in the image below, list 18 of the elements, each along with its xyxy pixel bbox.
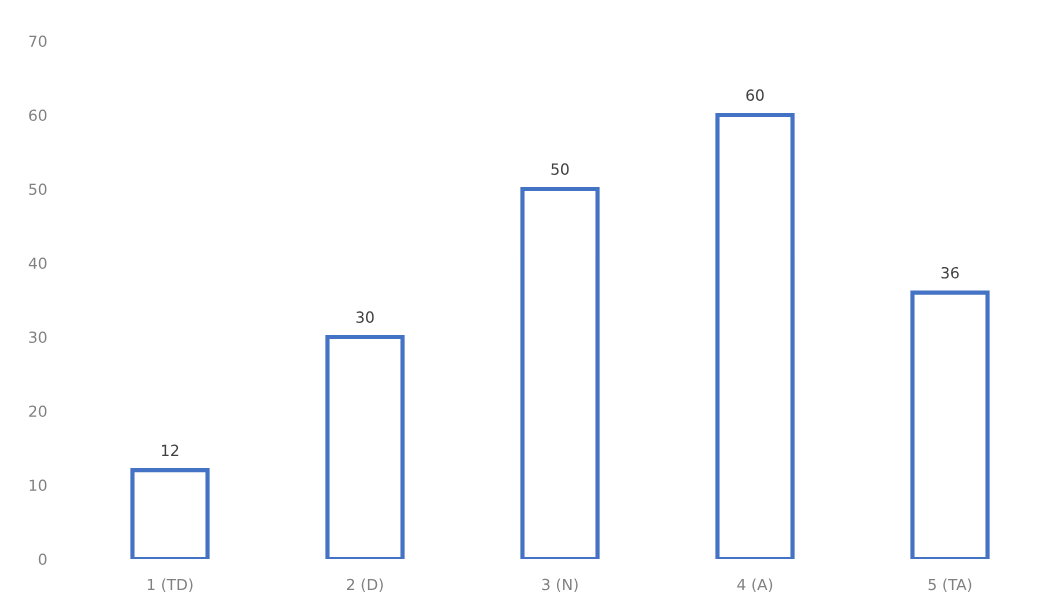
y-tick-label: 40 (28, 257, 47, 270)
data-label: 36 (941, 266, 959, 279)
data-label: 12 (161, 444, 179, 456)
y-tick-label: 10 (29, 479, 47, 492)
x-tick-label: 5 (TA) (928, 578, 972, 593)
data-label: 60 (746, 89, 764, 101)
y-tick-label: 30 (29, 331, 47, 344)
x-tick-label: 3 (N) (542, 578, 578, 593)
x-tick-label: 4 (A) (737, 578, 773, 593)
data-label: 50 (551, 163, 569, 175)
x-tick-label: 1 (TD) (147, 578, 193, 593)
y-tick-label: 60 (29, 109, 47, 122)
x-tick-label: 2 (D) (346, 578, 383, 593)
y-tick-label: 50 (29, 183, 47, 196)
y-tick-label: 20 (29, 405, 47, 418)
y-tick-label: 0 (38, 553, 47, 566)
data-label: 30 (356, 311, 374, 323)
y-tick-label: 70 (29, 35, 47, 48)
